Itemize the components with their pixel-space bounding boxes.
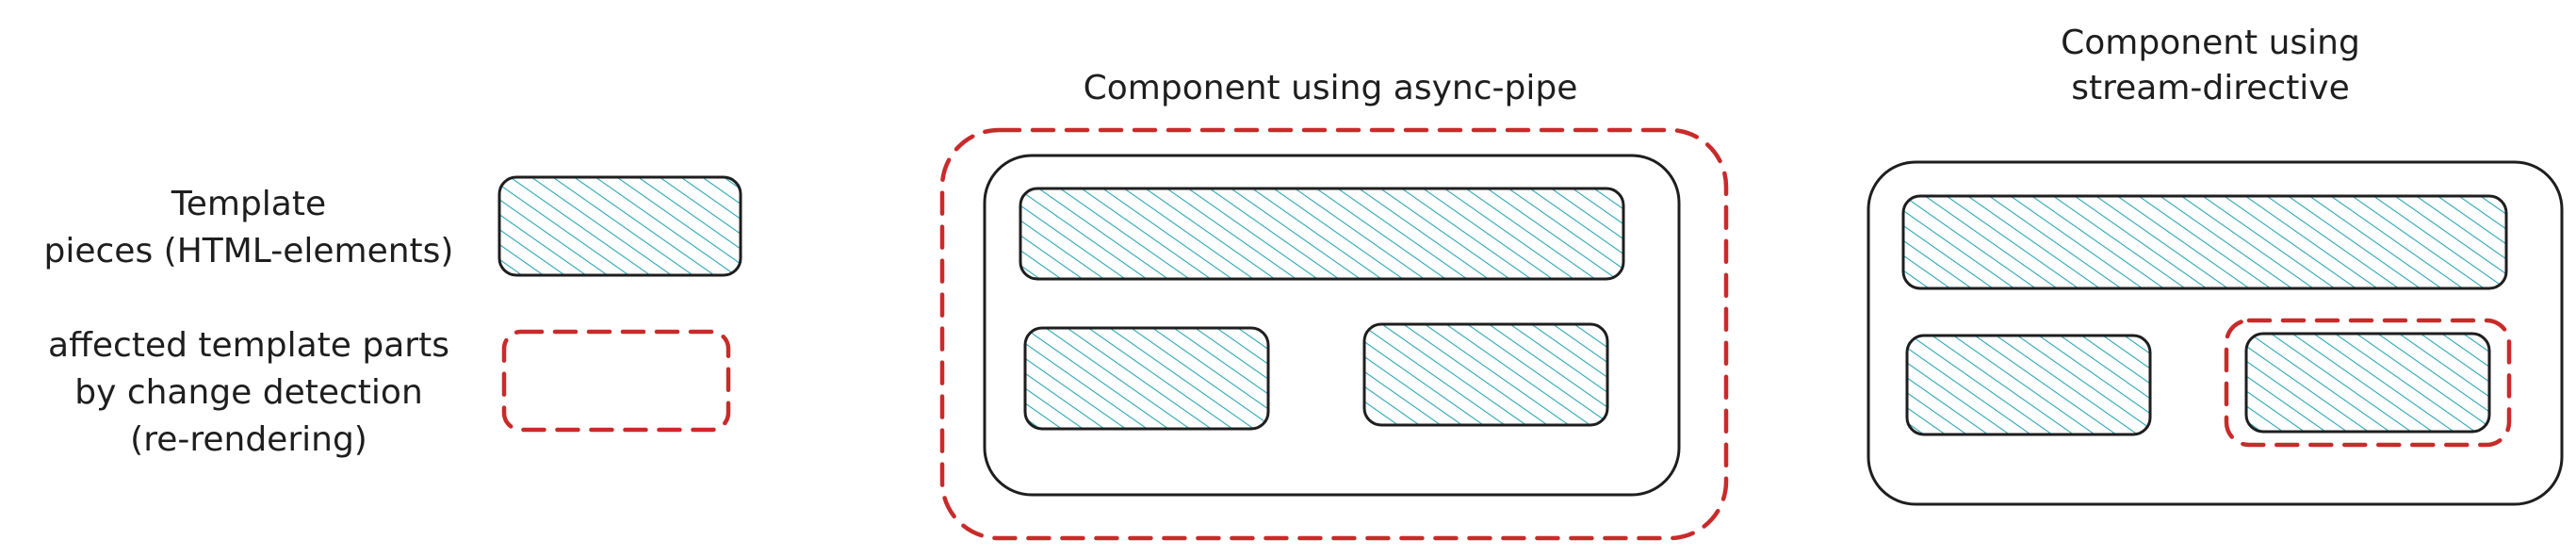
- stream-directive-component-frame: [1867, 160, 2564, 506]
- legend-template-label-line2: pieces (HTML-elements): [44, 232, 454, 270]
- legend-affected-label-line2: by change detection: [74, 373, 423, 412]
- component-stream-directive: Component using stream-directive: [1867, 24, 2564, 506]
- async-pipe-top-element: [1019, 187, 1625, 281]
- async-pipe-component-frame: [983, 154, 1681, 497]
- stream-directive-title-line1: Component using: [2061, 24, 2360, 62]
- stream-directive-rerender-outline: [2224, 318, 2512, 448]
- component-async-pipe: Component using async-pipe: [939, 69, 1729, 541]
- stream-directive-bottom-right-element: [2244, 332, 2491, 434]
- async-pipe-bottom-right-element: [1362, 322, 1609, 427]
- legend-affected-label-line1: affected template parts: [48, 326, 449, 365]
- legend: Template pieces (HTML-elements) affected…: [44, 175, 742, 459]
- async-pipe-title: Component using async-pipe: [1084, 69, 1578, 107]
- stream-directive-title-line2: stream-directive: [2071, 69, 2350, 107]
- legend-affected-swatch: [501, 329, 731, 433]
- async-pipe-bottom-left-element: [1023, 326, 1270, 431]
- legend-template-piece-swatch: [497, 175, 742, 277]
- stream-directive-top-element: [1901, 194, 2508, 290]
- legend-affected-label-line3: (re-rendering): [130, 420, 367, 459]
- stream-directive-bottom-left-element: [1905, 334, 2152, 436]
- legend-template-label-line1: Template: [171, 185, 326, 223]
- async-pipe-rerender-outline: [939, 127, 1729, 541]
